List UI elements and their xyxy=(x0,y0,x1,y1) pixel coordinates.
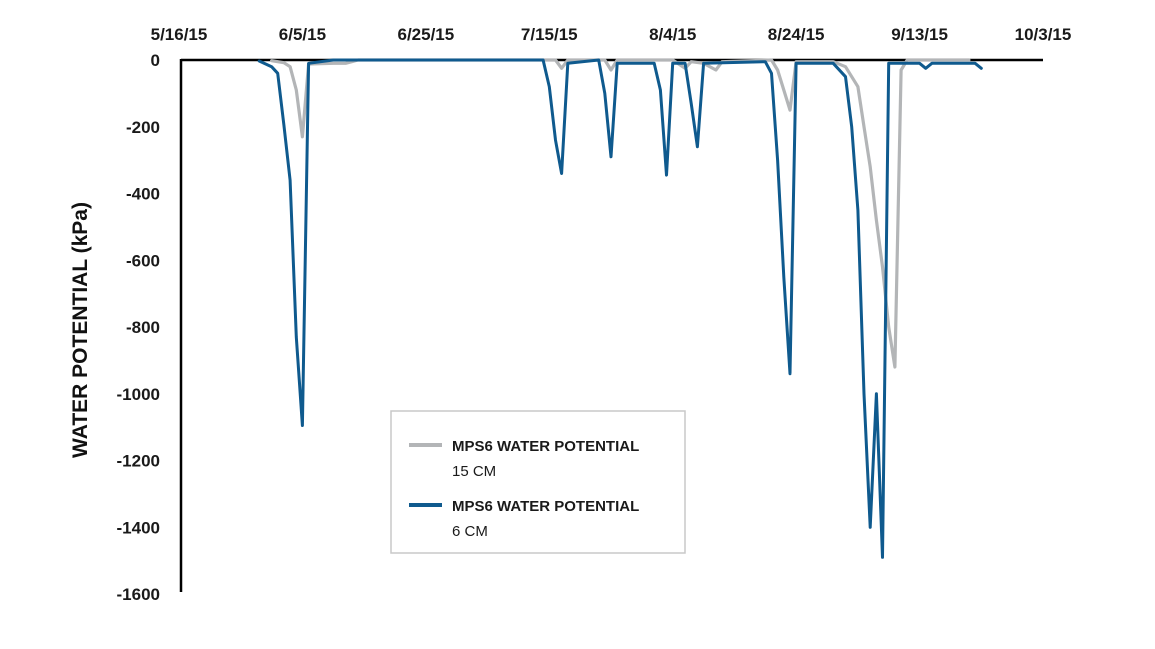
legend-label-6cm: MPS6 WATER POTENTIAL xyxy=(452,498,639,515)
y-axis-title: WATER POTENTIAL (kPa) xyxy=(69,202,92,458)
series-line-15cm xyxy=(270,58,971,369)
legend-box xyxy=(390,410,686,554)
y-tick-label: -200 xyxy=(126,118,160,137)
x-tick-label: 9/13/15 xyxy=(891,25,948,44)
x-tick-label: 8/4/15 xyxy=(649,25,696,44)
x-tick-label: 8/24/15 xyxy=(768,25,825,44)
x-tick-label: 6/25/15 xyxy=(397,25,454,44)
y-tick-label: -800 xyxy=(126,318,160,337)
y-tick-label: -1200 xyxy=(117,452,160,471)
legend-sublabel-15cm: 15 CM xyxy=(452,463,496,480)
y-tick-labels: 0 -200 -400 -600 -800 -1000 -1200 -1400 -1600 xyxy=(117,51,160,604)
y-tick-label: -1400 xyxy=(117,518,160,537)
y-tick-label: 0 xyxy=(151,51,160,70)
y-tick-label: -1600 xyxy=(117,585,160,604)
x-tick-labels: 5/16/15 6/5/15 6/25/15 7/15/15 8/4/15 8/24/15… xyxy=(151,25,1072,44)
legend: MPS6 WATER POTENTIAL 15 CM MPS6 WATER PO… xyxy=(390,410,686,554)
y-tick-label: -1000 xyxy=(117,385,160,404)
series-line-6cm xyxy=(257,58,983,559)
x-tick-label: 7/15/15 xyxy=(521,25,578,44)
x-tick-label: 10/3/15 xyxy=(1015,25,1072,44)
y-tick-label: -600 xyxy=(126,251,160,270)
series-layer xyxy=(257,58,983,559)
x-tick-label: 6/5/15 xyxy=(279,25,326,44)
legend-label-15cm: MPS6 WATER POTENTIAL xyxy=(452,438,639,455)
x-tick-label: 5/16/15 xyxy=(151,25,208,44)
legend-sublabel-6cm: 6 CM xyxy=(452,523,488,540)
y-tick-label: -400 xyxy=(126,185,160,204)
